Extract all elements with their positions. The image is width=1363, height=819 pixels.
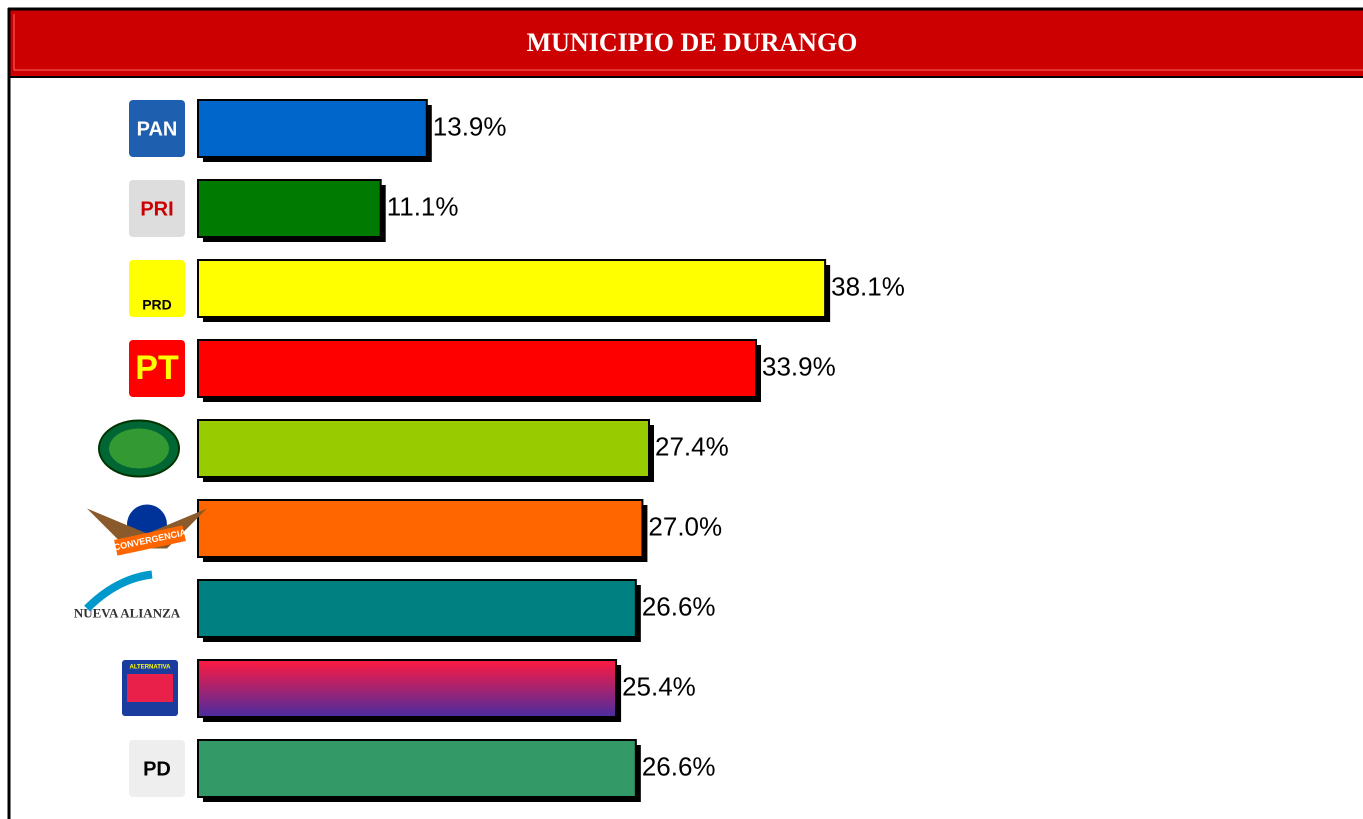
bar: [197, 99, 428, 158]
logo-text: PD: [143, 758, 171, 780]
value-label: 13.9%: [433, 111, 507, 141]
value-label: 33.9%: [762, 351, 836, 381]
value-label: 27.0%: [648, 511, 722, 541]
logo: [84, 570, 153, 612]
bar: [197, 419, 651, 478]
value-label: 25.4%: [622, 671, 696, 701]
bar: [197, 259, 827, 318]
logo-text: PRI: [140, 198, 173, 220]
logo: [129, 740, 185, 797]
logo: [129, 340, 185, 397]
logo: [129, 180, 185, 237]
logo-text: PT: [135, 349, 179, 387]
bar: [197, 579, 637, 638]
logo-text: NUEVA ALIANZA: [74, 605, 181, 620]
value-label: 26.6%: [642, 751, 716, 781]
bar: [197, 179, 382, 238]
value-label: 11.1%: [387, 191, 459, 221]
logo-text: PAN: [137, 118, 178, 140]
chart-title: MUNICIPIO DE DURANGO: [527, 28, 858, 57]
value-label: 27.4%: [655, 431, 729, 461]
bar: [197, 739, 637, 798]
title-bar: [8, 8, 1363, 76]
value-label: 26.6%: [642, 591, 716, 621]
logo: [109, 428, 169, 469]
logo: [127, 674, 173, 702]
logo: [129, 100, 185, 157]
bar: [197, 339, 757, 398]
value-label: 38.1%: [831, 271, 905, 301]
logo-text: PRD: [142, 297, 172, 313]
bar: [197, 659, 618, 718]
logo: [129, 260, 185, 317]
logo: [114, 525, 186, 556]
bar: [197, 499, 644, 558]
logo-text: ALTERNATIVA: [130, 665, 172, 671]
